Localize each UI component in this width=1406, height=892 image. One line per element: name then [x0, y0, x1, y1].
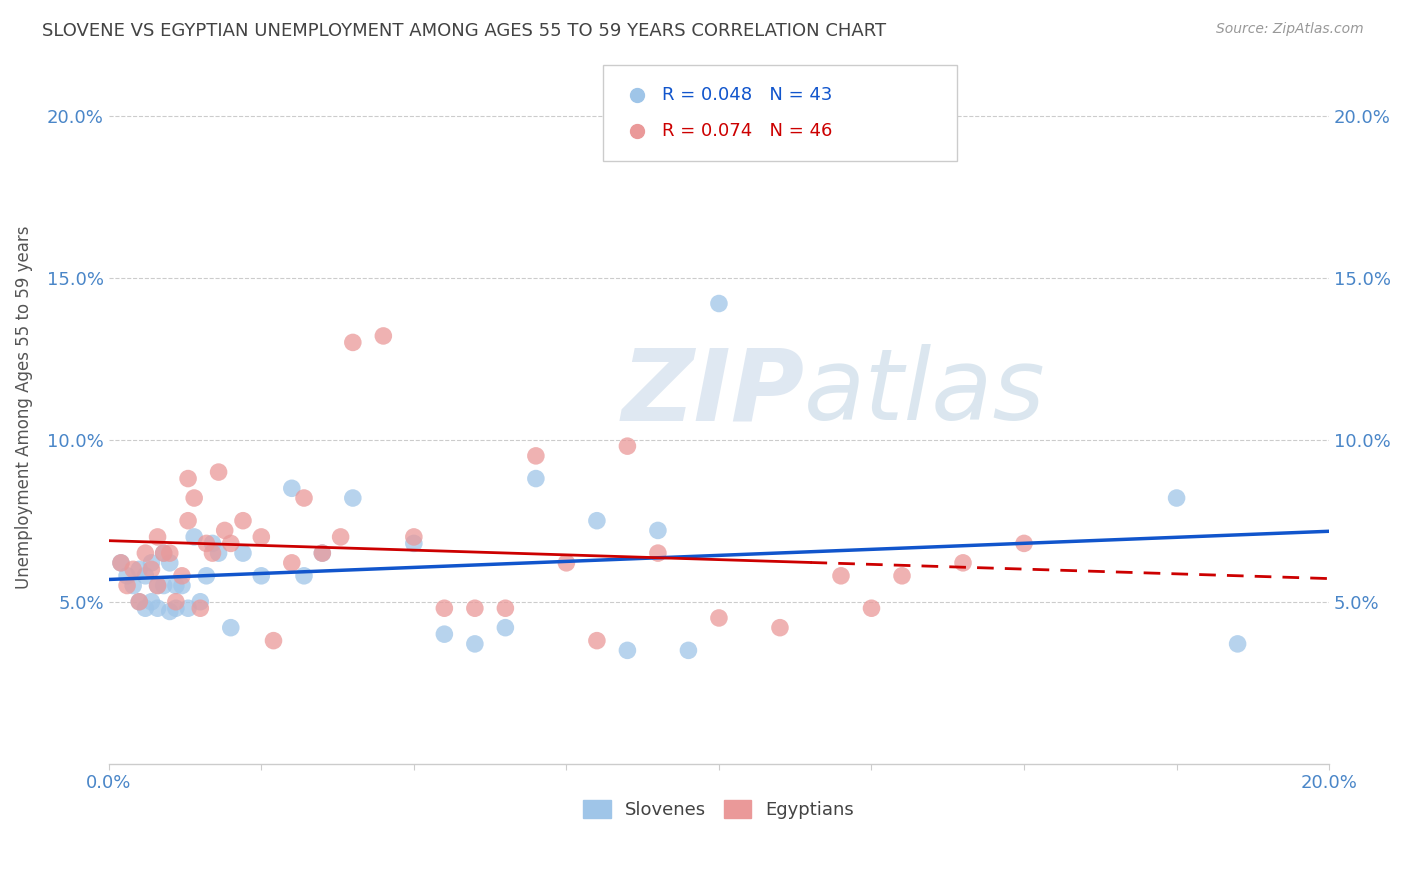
Point — [134, 546, 156, 560]
Point — [707, 296, 730, 310]
Point — [281, 556, 304, 570]
Point — [464, 637, 486, 651]
Point — [122, 562, 145, 576]
Point — [115, 578, 138, 592]
Point — [250, 530, 273, 544]
Point — [214, 524, 236, 538]
Text: atlas: atlas — [804, 344, 1046, 442]
Point — [159, 605, 181, 619]
Point — [165, 601, 187, 615]
Point — [177, 601, 200, 615]
Point — [177, 472, 200, 486]
Point — [188, 595, 211, 609]
FancyBboxPatch shape — [603, 65, 957, 161]
Point — [433, 601, 456, 615]
Point — [141, 595, 163, 609]
Text: R = 0.074   N = 46: R = 0.074 N = 46 — [662, 122, 832, 140]
Point — [555, 556, 578, 570]
Point — [1226, 637, 1249, 651]
Point — [769, 621, 792, 635]
Point — [115, 569, 138, 583]
Point — [141, 556, 163, 570]
Point — [1012, 536, 1035, 550]
Point — [373, 329, 395, 343]
Point — [110, 556, 132, 570]
Point — [952, 556, 974, 570]
Point — [159, 546, 181, 560]
Point — [524, 449, 547, 463]
Point — [134, 569, 156, 583]
Point — [281, 481, 304, 495]
Point — [311, 546, 333, 560]
Point — [342, 335, 364, 350]
Point — [250, 569, 273, 583]
Point — [134, 601, 156, 615]
Y-axis label: Unemployment Among Ages 55 to 59 years: Unemployment Among Ages 55 to 59 years — [15, 226, 32, 589]
Point — [311, 546, 333, 560]
Point — [152, 578, 174, 592]
Point — [207, 465, 229, 479]
Point — [329, 530, 352, 544]
Point — [177, 514, 200, 528]
Point — [678, 643, 700, 657]
Point — [1166, 491, 1188, 505]
Point — [159, 556, 181, 570]
Point — [165, 595, 187, 609]
Point — [195, 569, 218, 583]
Point — [586, 514, 609, 528]
Point — [292, 569, 315, 583]
Point — [707, 611, 730, 625]
Legend: Slovenes, Egyptians: Slovenes, Egyptians — [576, 792, 862, 826]
Point — [152, 546, 174, 560]
Point — [433, 627, 456, 641]
Point — [195, 536, 218, 550]
Point — [141, 562, 163, 576]
Point — [170, 569, 193, 583]
Point — [183, 491, 205, 505]
Point — [152, 546, 174, 560]
Point — [263, 633, 285, 648]
Point — [146, 530, 169, 544]
Point — [188, 601, 211, 615]
Point — [402, 530, 425, 544]
Text: SLOVENE VS EGYPTIAN UNEMPLOYMENT AMONG AGES 55 TO 59 YEARS CORRELATION CHART: SLOVENE VS EGYPTIAN UNEMPLOYMENT AMONG A… — [42, 22, 886, 40]
Point — [647, 546, 669, 560]
Point — [201, 536, 224, 550]
Point — [494, 621, 516, 635]
Text: Source: ZipAtlas.com: Source: ZipAtlas.com — [1216, 22, 1364, 37]
Point — [494, 601, 516, 615]
Point — [891, 569, 914, 583]
Point — [165, 578, 187, 592]
Point — [616, 643, 638, 657]
Point — [201, 546, 224, 560]
Text: ZIP: ZIP — [621, 344, 804, 442]
Point — [128, 595, 150, 609]
Point — [232, 546, 254, 560]
Point — [616, 439, 638, 453]
Point — [232, 514, 254, 528]
Point — [146, 601, 169, 615]
Point — [207, 546, 229, 560]
Point — [146, 578, 169, 592]
Point — [586, 633, 609, 648]
Point — [128, 562, 150, 576]
Point — [464, 601, 486, 615]
Point — [830, 569, 852, 583]
Point — [524, 472, 547, 486]
Point — [219, 621, 242, 635]
Point — [146, 578, 169, 592]
Point — [110, 556, 132, 570]
Point — [647, 524, 669, 538]
Point — [170, 578, 193, 592]
Point — [122, 578, 145, 592]
Point — [292, 491, 315, 505]
Point — [860, 601, 883, 615]
Text: R = 0.048   N = 43: R = 0.048 N = 43 — [662, 86, 832, 104]
Point — [219, 536, 242, 550]
Point — [183, 530, 205, 544]
Point — [342, 491, 364, 505]
Point — [402, 536, 425, 550]
Point — [128, 595, 150, 609]
